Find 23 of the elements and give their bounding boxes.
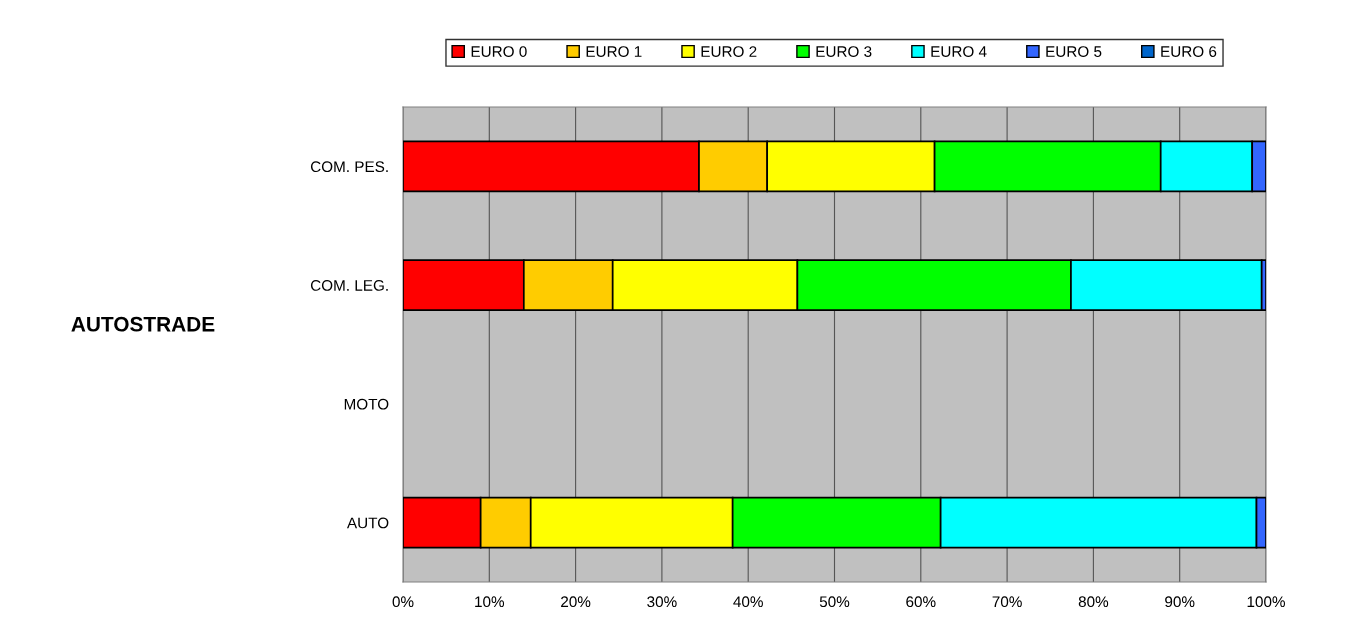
legend-label: EURO 0 — [471, 46, 527, 57]
x-tick-label: 40% — [733, 596, 763, 608]
y-tick-label: COM. LEG. — [310, 279, 388, 291]
x-tick-label: 90% — [1165, 596, 1195, 608]
y-tick-label: MOTO — [344, 398, 389, 410]
legend-label: EURO 5 — [1046, 46, 1102, 57]
x-tick-label: 100% — [1247, 596, 1285, 608]
x-tick-label: 30% — [647, 596, 677, 608]
x-tick-label: 0% — [392, 596, 414, 608]
x-tick-label: 70% — [992, 596, 1022, 608]
x-tick-label: 10% — [475, 596, 505, 608]
x-tick-label: 60% — [906, 596, 936, 608]
legend-label: EURO 6 — [1161, 46, 1217, 57]
legend-label: EURO 4 — [931, 46, 987, 57]
x-tick-label: 50% — [819, 596, 850, 608]
x-tick-label: 20% — [561, 596, 591, 608]
legend-label: EURO 3 — [816, 46, 872, 57]
legend-label: EURO 1 — [586, 46, 642, 57]
text: AUTOSTRADE — [71, 316, 215, 332]
y-tick-label: COM. PES. — [310, 161, 388, 173]
y-tick-label: AUTO — [346, 517, 389, 529]
x-tick-label: 80% — [1078, 596, 1109, 608]
legend-label: EURO 2 — [701, 46, 757, 57]
